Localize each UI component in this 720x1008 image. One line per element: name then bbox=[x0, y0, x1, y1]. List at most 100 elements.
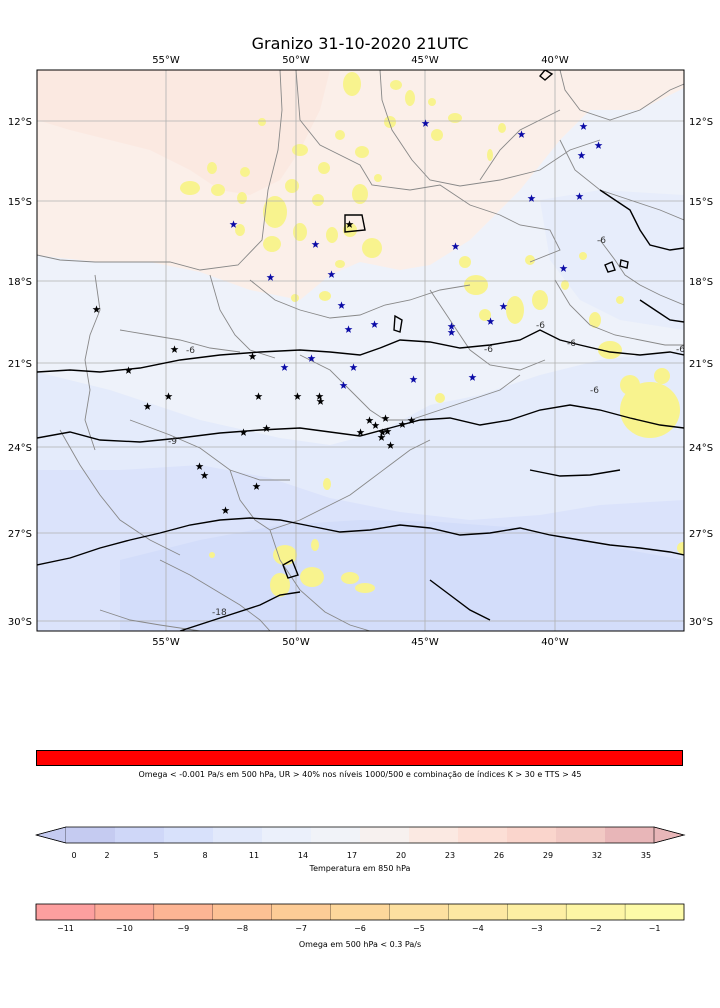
omega-patches bbox=[180, 72, 684, 597]
lon-ticks-bottom: 55°W 50°W 45°W 40°W bbox=[152, 637, 569, 648]
colorbar-swatch bbox=[507, 827, 557, 843]
colorbar-tick-label: 14 bbox=[298, 851, 308, 860]
colorbar-tick-label: 0 bbox=[71, 851, 76, 860]
cold-patch bbox=[540, 190, 684, 330]
lon-tick: 45°W bbox=[411, 55, 439, 66]
lat-ticks-left: 12°S 15°S 18°S 21°S 24°S 27°S 30°S bbox=[8, 117, 32, 628]
temperature-colorbar: 0 2 5 8 11 14 17 20 23 26 29 32 35 bbox=[34, 826, 686, 860]
lat-tick: 24°S bbox=[689, 443, 713, 454]
colorbar-tick-label: −6 bbox=[354, 924, 366, 933]
lat-tick: 27°S bbox=[8, 529, 32, 540]
map-frame bbox=[36, 69, 685, 632]
lon-tick: 40°W bbox=[541, 55, 569, 66]
colorbar-tick-label: 23 bbox=[445, 851, 455, 860]
contour-label: -6 bbox=[186, 346, 195, 356]
lat-tick: 15°S bbox=[8, 197, 32, 208]
contour-label: -6 bbox=[597, 236, 606, 246]
colorbar-swatch bbox=[625, 904, 685, 920]
temperature-colorbar-label: Temperatura em 850 hPa bbox=[309, 864, 411, 873]
colorbar-swatch bbox=[213, 827, 263, 843]
colorbar-swatch bbox=[330, 904, 390, 920]
lat-tick: 27°S bbox=[689, 529, 713, 540]
omega-ur-legend-bar bbox=[36, 750, 683, 766]
contour-labels: -6 -6 -6 -6 -6 -6 -6 -9 -18 bbox=[168, 236, 685, 618]
colorbar-frame bbox=[35, 826, 686, 844]
colorbar-swatch bbox=[448, 904, 508, 920]
lon-tick: 40°W bbox=[541, 637, 569, 648]
colorbar-tick-label: −11 bbox=[57, 924, 74, 933]
colorbar-swatch bbox=[153, 904, 214, 920]
lat-tick: 12°S bbox=[8, 117, 32, 128]
colorbar-swatch bbox=[66, 827, 116, 843]
colorbar-tick-label: −3 bbox=[531, 924, 543, 933]
omega-colorbar: −11 −10 −9 −8 −7 −6 −5 −4 −3 −2 −1 bbox=[35, 903, 685, 933]
contour-label: -6 bbox=[567, 339, 576, 349]
colorbar-swatch bbox=[507, 904, 567, 920]
colorbar-tick-label: 8 bbox=[202, 851, 207, 860]
contour-label: -6 bbox=[536, 321, 545, 331]
colorbar-tick-label: −5 bbox=[413, 924, 425, 933]
contour-label: -9 bbox=[168, 437, 177, 447]
lat-tick: 18°S bbox=[689, 277, 713, 288]
colorbar-tick-label: −2 bbox=[590, 924, 602, 933]
colorbar-swatch bbox=[566, 904, 626, 920]
colorbar-extend-min bbox=[34, 826, 67, 844]
chart-title: Granizo 31-10-2020 21UTC bbox=[251, 34, 469, 53]
lat-tick: 30°S bbox=[8, 617, 32, 628]
colorbar-tick-label: 2 bbox=[104, 851, 109, 860]
colorbar-swatch bbox=[556, 827, 606, 843]
colorbar-tick-label: 29 bbox=[543, 851, 553, 860]
colorbar-swatch bbox=[311, 827, 361, 843]
colorbar-swatch bbox=[389, 904, 449, 920]
colorbar-tick-label: 5 bbox=[153, 851, 158, 860]
lon-tick: 45°W bbox=[411, 637, 439, 648]
colorbar-swatch bbox=[360, 827, 410, 843]
lon-tick: 50°W bbox=[282, 55, 310, 66]
colorbar-swatch bbox=[164, 827, 214, 843]
colorbar-swatch bbox=[94, 904, 155, 920]
colorbar-swatch bbox=[212, 904, 273, 920]
omega-colorbar-label: Omega em 500 hPa < 0.3 Pa/s bbox=[298, 940, 422, 949]
lat-tick: 12°S bbox=[689, 117, 713, 128]
lon-tick: 50°W bbox=[282, 637, 310, 648]
lat-tick: 21°S bbox=[689, 359, 713, 370]
graticule bbox=[37, 70, 684, 631]
colorbar-tick-label: 17 bbox=[347, 851, 357, 860]
colorbar-swatch bbox=[262, 827, 312, 843]
lat-tick: 30°S bbox=[689, 617, 713, 628]
contour-label: -6 bbox=[590, 386, 599, 396]
colorbar-tick-label: −1 bbox=[649, 924, 661, 933]
colorbar-frame bbox=[35, 903, 685, 921]
colorbar-tick-label: 11 bbox=[249, 851, 259, 860]
lat-tick: 24°S bbox=[8, 443, 32, 454]
colorbar-tick-label: 26 bbox=[494, 851, 504, 860]
lon-ticks-top: 55°W 50°W 45°W 40°W bbox=[152, 55, 569, 66]
map: -6 -6 -6 -6 -6 -6 -6 -9 -18 bbox=[8, 55, 713, 648]
colorbar-extend-max bbox=[653, 826, 686, 844]
warmer-region bbox=[37, 70, 330, 195]
colorbar-swatch bbox=[458, 827, 508, 843]
temperature-contours bbox=[37, 70, 684, 631]
colorbar-tick-label: −8 bbox=[236, 924, 248, 933]
colorbar-tick-label: 20 bbox=[396, 851, 406, 860]
omega-ur-legend-text: Omega < -0.001 Pa/s em 500 hPa, UR > 40%… bbox=[138, 770, 582, 779]
colorbar-tick-label: −9 bbox=[177, 924, 189, 933]
colorbar-tick-label: −7 bbox=[295, 924, 307, 933]
colorbar-tick-label: −10 bbox=[116, 924, 133, 933]
contour-label: -6 bbox=[676, 345, 685, 355]
contour-label: -18 bbox=[212, 608, 227, 618]
contour-label: -6 bbox=[484, 345, 493, 355]
lon-tick: 55°W bbox=[152, 55, 180, 66]
lat-ticks-right: 12°S 15°S 18°S 21°S 24°S 27°S 30°S bbox=[689, 117, 713, 628]
lat-tick: 15°S bbox=[689, 197, 713, 208]
colorbar-tick-label: 32 bbox=[592, 851, 602, 860]
colorbar-swatch bbox=[36, 904, 96, 920]
colorbar-tick-label: 35 bbox=[641, 851, 651, 860]
political-borders bbox=[37, 70, 684, 631]
lat-tick: 18°S bbox=[8, 277, 32, 288]
colorbar-swatch bbox=[115, 827, 165, 843]
lon-tick: 55°W bbox=[152, 637, 180, 648]
lat-tick: 21°S bbox=[8, 359, 32, 370]
colorbar-tick-label: −4 bbox=[472, 924, 484, 933]
colorbar-swatch bbox=[271, 904, 332, 920]
